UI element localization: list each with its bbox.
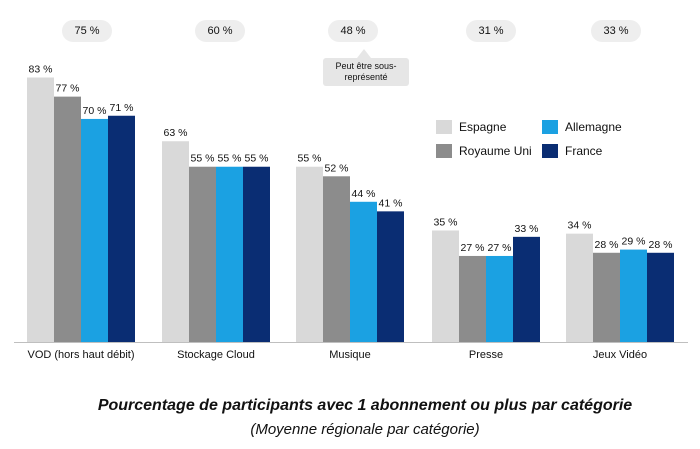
- bar-royaume-uni: [593, 252, 620, 342]
- bar-espagne: [566, 233, 593, 342]
- bar-allemagne: [486, 255, 513, 342]
- annotation-note: Peut être sous-représenté: [323, 58, 409, 86]
- bar-allemagne: [81, 118, 108, 342]
- category-label: Presse: [469, 349, 503, 361]
- bar-allemagne: [216, 166, 243, 342]
- chart-title: Pourcentage de participants avec 1 abonn…: [97, 397, 633, 414]
- bar-espagne: [162, 141, 189, 342]
- chart-subtitle: (Moyenne régionale par catégorie): [250, 421, 480, 438]
- legend-swatch: [542, 120, 558, 134]
- data-label: 33 %: [515, 223, 539, 235]
- data-label: 28 %: [649, 239, 673, 251]
- legend-item-royaume-uni: Royaume Uni: [436, 144, 532, 158]
- data-label: 63 %: [164, 127, 188, 139]
- legend-item-france: France: [542, 144, 602, 158]
- bar-allemagne: [350, 201, 377, 342]
- data-label: 29 %: [622, 236, 646, 248]
- bar-espagne: [296, 166, 323, 342]
- data-label: 52 %: [325, 162, 349, 174]
- legend-item-allemagne: Allemagne: [542, 120, 622, 134]
- annotation-line: Peut être sous-: [335, 61, 397, 71]
- data-label: 55 %: [191, 153, 215, 165]
- data-label: 83 %: [29, 64, 53, 76]
- data-label: 27 %: [461, 242, 485, 254]
- bar-royaume-uni: [54, 96, 81, 342]
- data-label: 41 %: [379, 197, 403, 209]
- legend-swatch: [436, 144, 452, 158]
- data-label: 55 %: [218, 153, 242, 165]
- category-label: VOD (hors haut débit): [28, 349, 135, 361]
- category-average-badge: 31 %: [466, 20, 516, 42]
- legend-label: Espagne: [459, 120, 507, 134]
- category-average-badge: 33 %: [591, 20, 641, 42]
- bar-royaume-uni: [189, 166, 216, 342]
- category-label: Musique: [329, 349, 371, 361]
- legend-label: France: [565, 144, 603, 158]
- bar-france: [108, 115, 135, 342]
- category-label: Jeux Vidéo: [593, 349, 647, 361]
- data-label: 35 %: [434, 216, 458, 228]
- data-label: 55 %: [298, 153, 322, 165]
- bar-france: [647, 252, 674, 342]
- bar-france: [377, 211, 404, 342]
- bar-allemagne: [620, 249, 647, 342]
- category-average-badge: 60 %: [195, 20, 245, 42]
- data-label: 77 %: [56, 83, 80, 95]
- legend-item-espagne: Espagne: [436, 120, 506, 134]
- bar-espagne: [432, 230, 459, 342]
- data-label: 44 %: [352, 188, 376, 200]
- bar-espagne: [27, 77, 54, 342]
- legend-label: Allemagne: [565, 120, 622, 134]
- data-label: 27 %: [488, 242, 512, 254]
- data-label: 28 %: [595, 239, 619, 251]
- bar-france: [513, 236, 540, 342]
- legend-swatch: [436, 120, 452, 134]
- annotation-line: représenté: [344, 72, 388, 82]
- data-label: 71 %: [110, 102, 134, 114]
- bar-royaume-uni: [323, 176, 350, 342]
- data-label: 34 %: [568, 220, 592, 232]
- legend-swatch: [542, 144, 558, 158]
- category-label: Stockage Cloud: [177, 349, 255, 361]
- data-label: 70 %: [83, 105, 107, 117]
- category-average-badge: 48 %: [328, 20, 378, 42]
- bar-france: [243, 166, 270, 342]
- category-average-badge: 75 %: [62, 20, 112, 42]
- legend-label: Royaume Uni: [459, 144, 532, 158]
- annotation-pointer: [357, 49, 371, 58]
- bar-royaume-uni: [459, 255, 486, 342]
- data-label: 55 %: [245, 153, 269, 165]
